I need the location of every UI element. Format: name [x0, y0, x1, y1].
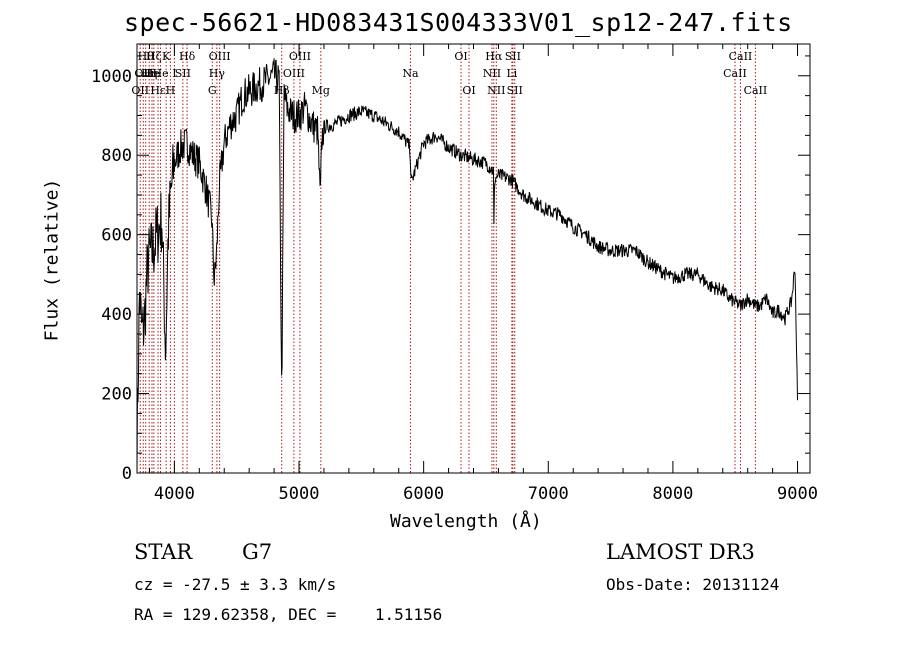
- line-marker-label: OIII: [289, 50, 311, 63]
- line-marker-label: CaII: [729, 50, 753, 63]
- y-tick-label: 0: [122, 464, 132, 484]
- x-tick-label: 5000: [279, 484, 320, 504]
- x-tick-label: 7000: [528, 484, 569, 504]
- y-tick-label: 600: [101, 226, 132, 246]
- object-class: STAR: [134, 540, 193, 564]
- line-marker-label: OII: [134, 67, 152, 80]
- subclass: G7: [242, 540, 273, 564]
- line-marker-label: Li: [506, 67, 517, 80]
- y-tick-label: 200: [101, 385, 132, 405]
- line-marker-label: SII: [175, 67, 191, 80]
- survey-name: LAMOST DR3: [606, 540, 755, 564]
- line-marker-label: He: [144, 67, 160, 80]
- line-marker-label: Hθ: [138, 50, 155, 63]
- spectrum-line: [136, 58, 798, 474]
- plot-frame: [136, 43, 811, 474]
- redshift-velocity: cz = -27.5 ± 3.3 km/s: [134, 575, 337, 594]
- line-marker-label: OIII: [209, 50, 231, 63]
- line-marker-label: SII: [507, 84, 523, 97]
- y-axis-label: Flux (relative): [41, 178, 63, 342]
- line-marker-label: Hα: [485, 50, 503, 63]
- line-marker-label: Hβ: [274, 84, 290, 97]
- line-marker-label: K: [162, 50, 171, 63]
- line-marker-label: OI: [454, 50, 467, 63]
- line-marker-label: OIII: [283, 67, 305, 80]
- line-marker-label: H: [166, 84, 176, 97]
- x-axis-label: Wavelength (Å): [390, 511, 542, 532]
- y-tick-label: 1000: [91, 67, 132, 87]
- x-tick-label: 9000: [777, 484, 818, 504]
- line-marker-label: G: [208, 84, 217, 97]
- line-marker-label: He: [153, 67, 169, 80]
- x-tick-label: 6000: [403, 484, 444, 504]
- line-marker-label: Hδ: [179, 50, 196, 63]
- line-marker-label: I: [172, 67, 176, 80]
- line-marker-label: Na: [402, 67, 419, 80]
- line-marker-label: CaII: [744, 84, 768, 97]
- line-marker-label: CaII: [723, 67, 747, 80]
- x-tick-label: 4000: [154, 484, 195, 504]
- line-marker-label: SII: [505, 50, 521, 63]
- line-marker-label: Hγ: [209, 67, 226, 80]
- x-tick-label: 8000: [652, 484, 693, 504]
- y-tick-label: 800: [101, 146, 132, 166]
- line-marker-label: NII: [483, 67, 501, 80]
- chart-title: spec-56621-HD083431S004333V01_sp12-247.f…: [124, 8, 793, 37]
- line-marker-label: OI: [462, 84, 475, 97]
- line-marker-label: OII: [131, 84, 149, 97]
- line-marker-label: Hε: [150, 84, 166, 97]
- line-marker-label: Mg: [312, 84, 330, 97]
- y-tick-label: 400: [101, 305, 132, 325]
- line-marker-label: Hζ: [146, 50, 162, 63]
- coordinates: RA = 129.62358, DEC = 1.51156: [134, 605, 443, 624]
- line-marker-label: Hη: [141, 67, 157, 80]
- line-marker-label: NII: [487, 84, 505, 97]
- observation-date: Obs-Date: 20131124: [606, 575, 780, 594]
